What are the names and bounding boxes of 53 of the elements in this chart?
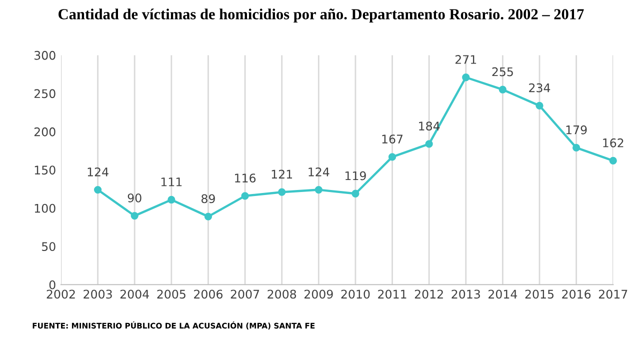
- point: [94, 186, 102, 194]
- x-tick-label: 2013: [452, 290, 480, 299]
- point: [425, 140, 433, 148]
- x-tick-label: 2004: [120, 290, 149, 299]
- x-tick-label: 2014: [488, 290, 518, 299]
- x-tick-label: 2017: [598, 290, 628, 299]
- x-tick-label: 2007: [230, 290, 260, 299]
- x-tick-label: 2009: [304, 290, 333, 299]
- data-label: 167: [382, 134, 403, 144]
- data-label: 234: [529, 83, 550, 92]
- point: [204, 212, 212, 220]
- y-tick-label: 200: [34, 127, 56, 136]
- point: [168, 196, 176, 204]
- x-tick-label: 2008: [268, 290, 296, 299]
- point: [388, 153, 396, 161]
- y-tick-label: 250: [34, 89, 56, 98]
- data-label: 90: [128, 193, 142, 202]
- y-tick-label: 150: [34, 166, 56, 175]
- data-label: 162: [603, 138, 624, 148]
- x-tick-label: 2011: [378, 290, 406, 299]
- data-label: 124: [88, 167, 108, 176]
- x-tick-label: 2002: [46, 290, 75, 299]
- point: [609, 156, 617, 165]
- x-tick-label: 2012: [414, 290, 443, 299]
- data-label: 121: [272, 170, 292, 179]
- x-tick-label: 2006: [194, 290, 222, 299]
- data-label: 255: [492, 67, 513, 76]
- data-label: 111: [161, 178, 182, 186]
- y-tick-label: 0: [49, 280, 56, 290]
- x-tick-label: 2010: [341, 290, 370, 299]
- y-tick-label: 300: [34, 50, 56, 60]
- point: [278, 188, 286, 196]
- x-tick-label: 2016: [562, 290, 591, 299]
- point: [536, 102, 544, 110]
- data-label: 119: [345, 171, 366, 180]
- point: [130, 212, 138, 220]
- x-tick-label: 2015: [525, 290, 554, 299]
- point: [314, 186, 322, 194]
- point: [241, 192, 249, 200]
- data-label: 89: [202, 194, 215, 204]
- chart-title: Cantidad de víctimas de homicidios por año. Departamento Rosario. 2002 – 2017: [58, 8, 584, 22]
- point: [352, 190, 360, 198]
- point: [462, 74, 470, 82]
- x-tick-label: 2003: [84, 290, 112, 299]
- point: [572, 144, 580, 152]
- y-tick-label: 50: [42, 242, 56, 252]
- data-label: 116: [235, 174, 256, 183]
- y-tick-label: 100: [34, 204, 56, 213]
- data-label: 124: [308, 167, 330, 176]
- x-tick-label: 2005: [157, 290, 186, 299]
- point: [498, 86, 507, 94]
- data-label: 179: [566, 125, 587, 134]
- data-label: 271: [455, 55, 476, 64]
